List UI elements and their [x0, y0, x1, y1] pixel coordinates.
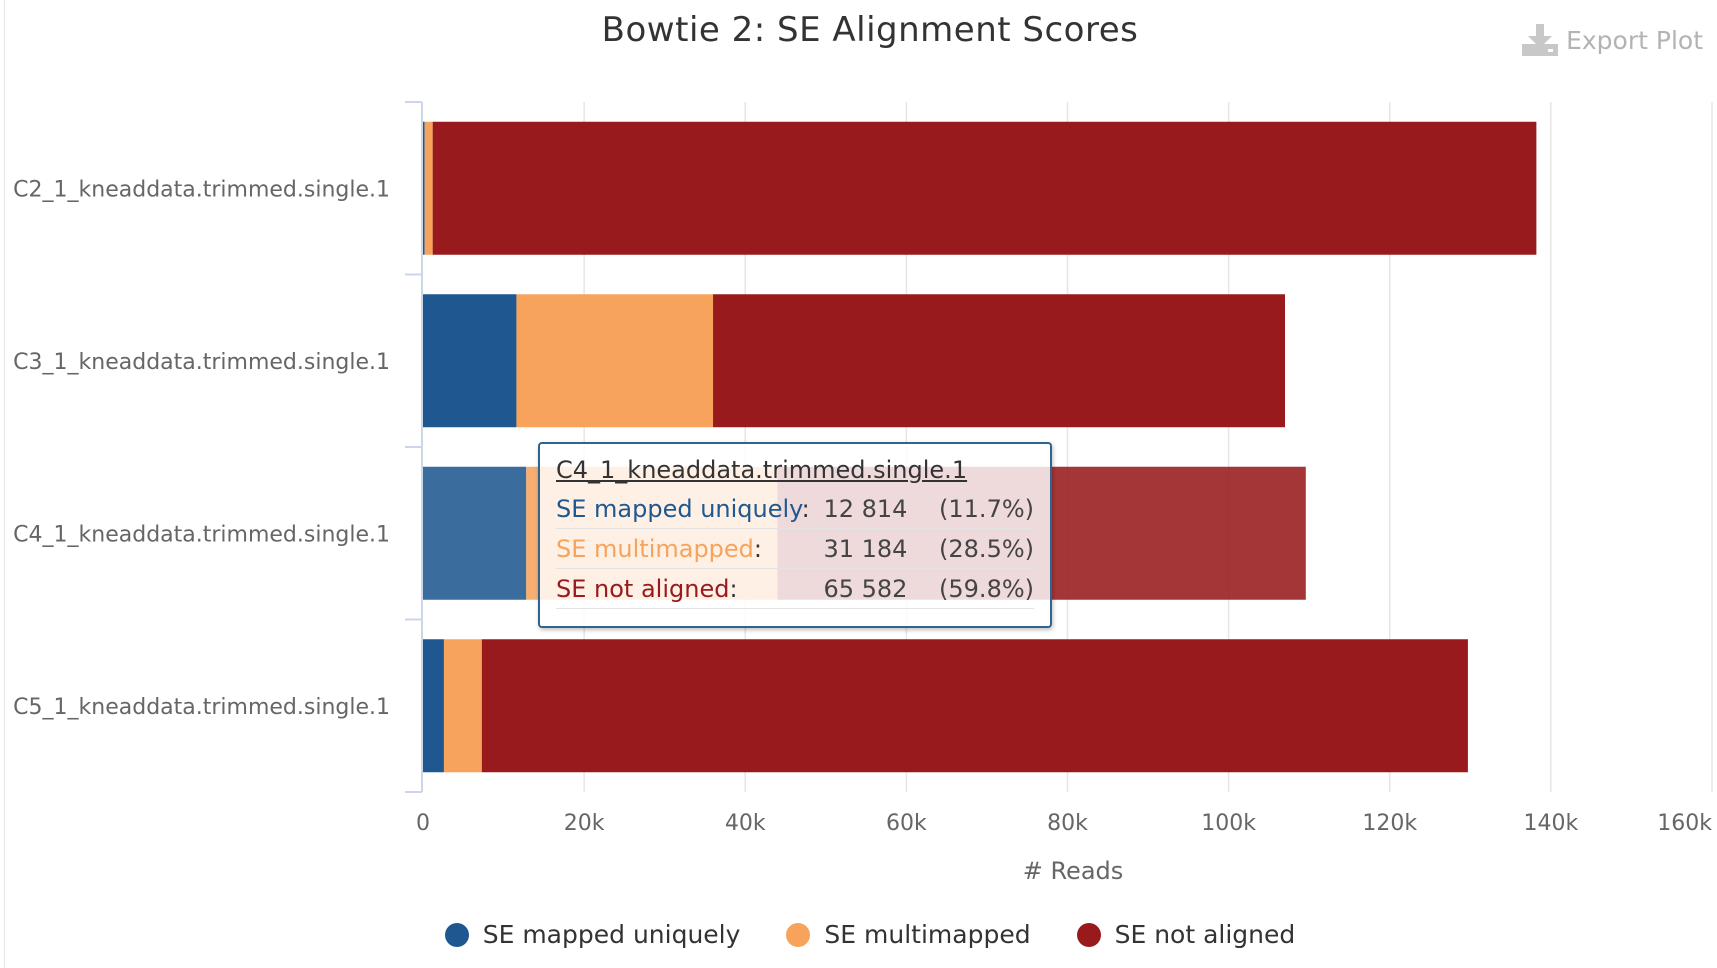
y-tick-label: C3_1_kneaddata.trimmed.single.1: [13, 350, 390, 375]
hover-tooltip: C4_1_kneaddata.trimmed.single.1 SE mappe…: [538, 442, 1052, 628]
tooltip-value: 12 814: [823, 494, 908, 523]
tooltip-label-text: SE not aligned: [556, 574, 730, 603]
download-icon: [1522, 24, 1559, 56]
tooltip-label: SE multimapped:: [556, 528, 820, 569]
bar-segment[interactable]: [516, 294, 714, 428]
x-tick-label: 40k: [725, 811, 766, 836]
legend-label: SE mapped uniquely: [482, 920, 741, 949]
bar-segment[interactable]: [423, 639, 444, 773]
tooltip-row-not-aligned: SE not aligned: 65 582 (59.8%): [556, 568, 1034, 609]
x-axis-label: # Reads: [1023, 857, 1124, 885]
legend-label: SE multimapped: [824, 920, 1031, 949]
tooltip-value: 31 184: [819, 528, 936, 569]
legend-item-not-aligned[interactable]: SE not aligned: [1076, 920, 1296, 949]
y-tick-label: C4_1_kneaddata.trimmed.single.1: [13, 522, 390, 547]
bar-segment[interactable]: [423, 121, 425, 255]
tooltip-colon: :: [729, 574, 738, 603]
x-tick-label: 20k: [564, 811, 605, 836]
tooltip-row-multimapped: SE multimapped: 31 184 (28.5%): [556, 528, 1034, 569]
x-tick-label: 100k: [1201, 811, 1256, 836]
chart-legend: SE mapped uniquely SE multimapped SE not…: [0, 920, 1717, 949]
x-tick-label: 60k: [886, 811, 927, 836]
tooltip-label: SE mapped uniquely:: [556, 489, 819, 529]
legend-label: SE not aligned: [1114, 920, 1296, 949]
export-plot-label: Export Plot: [1566, 25, 1703, 55]
chart-title: Bowtie 2: SE Alignment Scores: [601, 10, 1139, 50]
legend-item-mapped-uniquely[interactable]: SE mapped uniquely: [444, 920, 741, 949]
tooltip-percent: (59.8%): [935, 568, 1034, 609]
x-tick-label: 120k: [1362, 811, 1417, 836]
axes: [405, 101, 423, 793]
x-tick-label: 0: [416, 811, 430, 836]
tooltip-label: SE not aligned:: [556, 568, 820, 609]
bar-segment[interactable]: [713, 294, 1286, 428]
y-tick-label: C2_1_kneaddata.trimmed.single.1: [13, 177, 390, 202]
bar-segment[interactable]: [423, 466, 527, 600]
bar-segment[interactable]: [423, 294, 517, 428]
bar-segment[interactable]: [481, 639, 1468, 773]
legend-item-multimapped[interactable]: SE multimapped: [786, 920, 1031, 949]
x-tick-label: 160k: [1657, 811, 1712, 836]
tooltip-value: 65 582: [819, 568, 936, 609]
tooltip-percent: (11.7%): [939, 494, 1034, 523]
bar-segment[interactable]: [443, 639, 482, 773]
x-tick-label: 80k: [1047, 811, 1088, 836]
tooltip-table: SE mapped uniquely: 12 814 (11.7%) SE mu…: [556, 489, 1034, 609]
tooltip-title: C4_1_kneaddata.trimmed.single.1: [556, 456, 968, 484]
tooltip-label-text: SE mapped uniquely: [556, 494, 802, 523]
legend-marker: [786, 922, 811, 947]
tooltip-colon: :: [753, 534, 763, 563]
y-tick-label: C5_1_kneaddata.trimmed.single.1: [13, 695, 390, 720]
x-tick-label: 140k: [1524, 811, 1579, 836]
legend-marker: [444, 922, 469, 947]
tooltip-label-text: SE multimapped: [556, 534, 754, 563]
legend-marker: [1076, 922, 1101, 947]
bar-segment[interactable]: [432, 121, 1537, 255]
bar-segment[interactable]: [424, 121, 433, 255]
tooltip-row-mapped-uniquely: SE mapped uniquely: 12 814 (11.7%): [556, 489, 1034, 529]
tooltip-percent: (28.5%): [935, 528, 1034, 569]
tooltip-colon: :: [801, 494, 810, 523]
export-plot-button[interactable]: Export Plot: [1522, 24, 1703, 56]
tick-labels: C2_1_kneaddata.trimmed.single.1 C3_1_knea…: [13, 177, 1712, 836]
frame-left-border: [4, 0, 5, 968]
